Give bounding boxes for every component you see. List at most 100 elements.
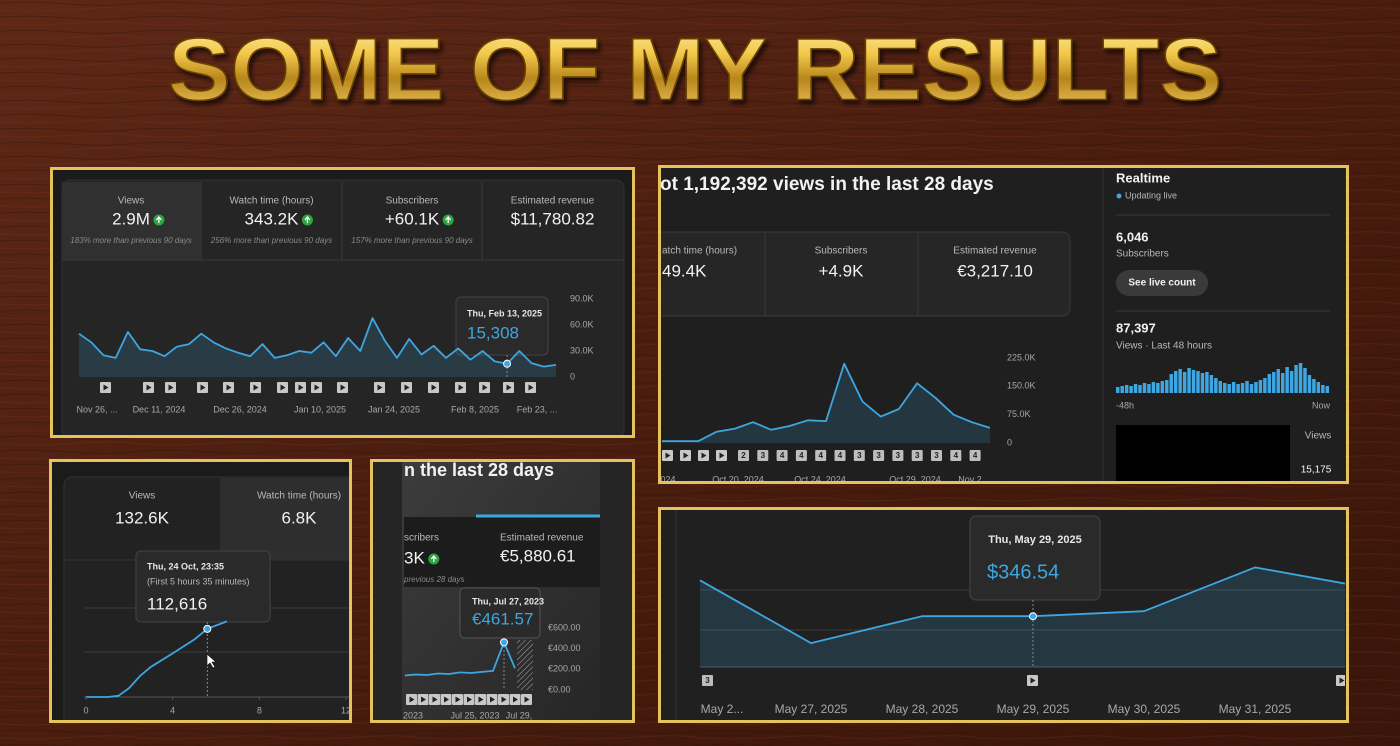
panel-first-hours: Views 132.6K Watch time (hours) 6.8K 112,616… [52,462,349,720]
views-count: 87,397 [1116,320,1156,335]
tooltip-value: €461.57 [472,609,533,628]
stat-value: 2.9M [112,209,150,228]
stat-value: €5,880.61 [500,546,576,565]
bar [1151,382,1156,393]
play-icon [524,696,530,703]
line [86,620,228,698]
panel-title: ot 1,192,392 views in the last 28 days [660,174,994,195]
play-icon [103,384,109,391]
play-icon [683,452,689,459]
panel-title: n the last 28 days [404,460,554,480]
stat-label: Views [129,491,156,502]
hatched-period [517,640,533,690]
realtime-title: Realtime [1116,170,1170,185]
y-tick-label: 225.0K [1007,352,1036,362]
y-tick-label: 60.0K [570,319,594,329]
panel-border [370,459,635,723]
bar [1267,374,1272,393]
bar [1205,372,1209,393]
x-tick-label: Oct 24, 2024 [794,474,846,484]
bar [1236,384,1240,393]
marker-label: 4 [780,451,785,460]
x-tick-label: Jul 29, [506,710,533,720]
play-icon [314,384,320,391]
x-tick-label: Now [1312,400,1331,410]
bar [1263,378,1267,393]
play-icon [719,452,725,459]
y-tick-label: €0.00 [548,684,571,694]
play-icon [1030,677,1036,684]
bar [1240,383,1245,393]
bar [1303,368,1307,393]
video-thumbnail [1116,425,1290,481]
marker-label: 4 [838,451,843,460]
bar [1227,384,1231,393]
marker-box [873,450,885,461]
stat-value: 49.4K [662,261,707,280]
panel-photo: n the last 28 days scribers 3K previous 28 … [372,460,632,720]
views-value: 15,175 [1301,465,1332,476]
x-tick-label: 8 [257,705,262,715]
play-icon [168,384,174,391]
bar [1120,386,1124,393]
stat-label: Watch time (hours) [229,196,313,207]
trend-up-arrow [430,554,437,562]
play-icon [467,696,472,703]
hover-point [1029,612,1037,621]
play-icon [458,384,464,391]
line [662,362,991,442]
marker-box [950,450,962,461]
hover-point [503,359,512,368]
x-tick-label: Nov 26, ... [76,404,117,414]
y-tick-label: 30.0K [570,345,594,355]
play-icon [482,384,488,391]
bar [1138,385,1142,393]
x-tick-label: Oct 20, 2024 [712,474,764,484]
play-icon [431,384,437,391]
bar [1116,387,1120,393]
marker-box [969,450,981,461]
play-icon [701,452,707,459]
y-tick-label: 0 [1007,437,1012,447]
bar [1142,383,1147,393]
play-icon [409,696,415,703]
marker-box [815,450,827,461]
marker-label: 3 [876,451,881,460]
stat-note: 183% more than previous 90 days [70,236,191,245]
marker-label: 3 [934,451,939,460]
stat-value: 132.6K [115,508,170,527]
hover-point [500,638,508,647]
tooltip [969,515,1101,601]
trend-up-arrow [155,215,162,223]
stat-value: $11,780.82 [511,209,595,228]
marker-label: 3 [705,676,710,685]
y-tick-label: €400.00 [548,643,581,653]
stat-label: atch time (hours) [662,246,737,257]
marker-label: 4 [818,451,823,460]
see-live-count-button[interactable]: See live count [1128,278,1196,289]
marker-label: 4 [973,451,978,460]
bar [1178,369,1182,393]
play-icon [444,696,449,703]
marker-box [834,450,846,461]
y-tick-label: 90.0K [570,293,594,303]
y-tick-label: 75.0K [1007,409,1031,419]
play-icon [280,384,286,391]
marker-label: 3 [857,451,862,460]
marker-label: 2 [741,451,746,460]
bar [1254,382,1258,393]
bar [1169,374,1173,393]
stat-label: Subscribers [815,246,868,257]
marker-box [738,450,749,461]
bar [1209,375,1214,393]
trend-up-arrow [304,215,311,223]
marker-box [931,450,942,461]
stat-label: Subscribers [386,196,439,207]
bar [1298,363,1303,393]
play-icon [298,384,304,391]
play-icon [432,696,438,703]
line [404,641,516,677]
card [660,231,1071,317]
bar [1147,384,1151,393]
x-tick-label: Feb 8, 2025 [451,404,499,414]
